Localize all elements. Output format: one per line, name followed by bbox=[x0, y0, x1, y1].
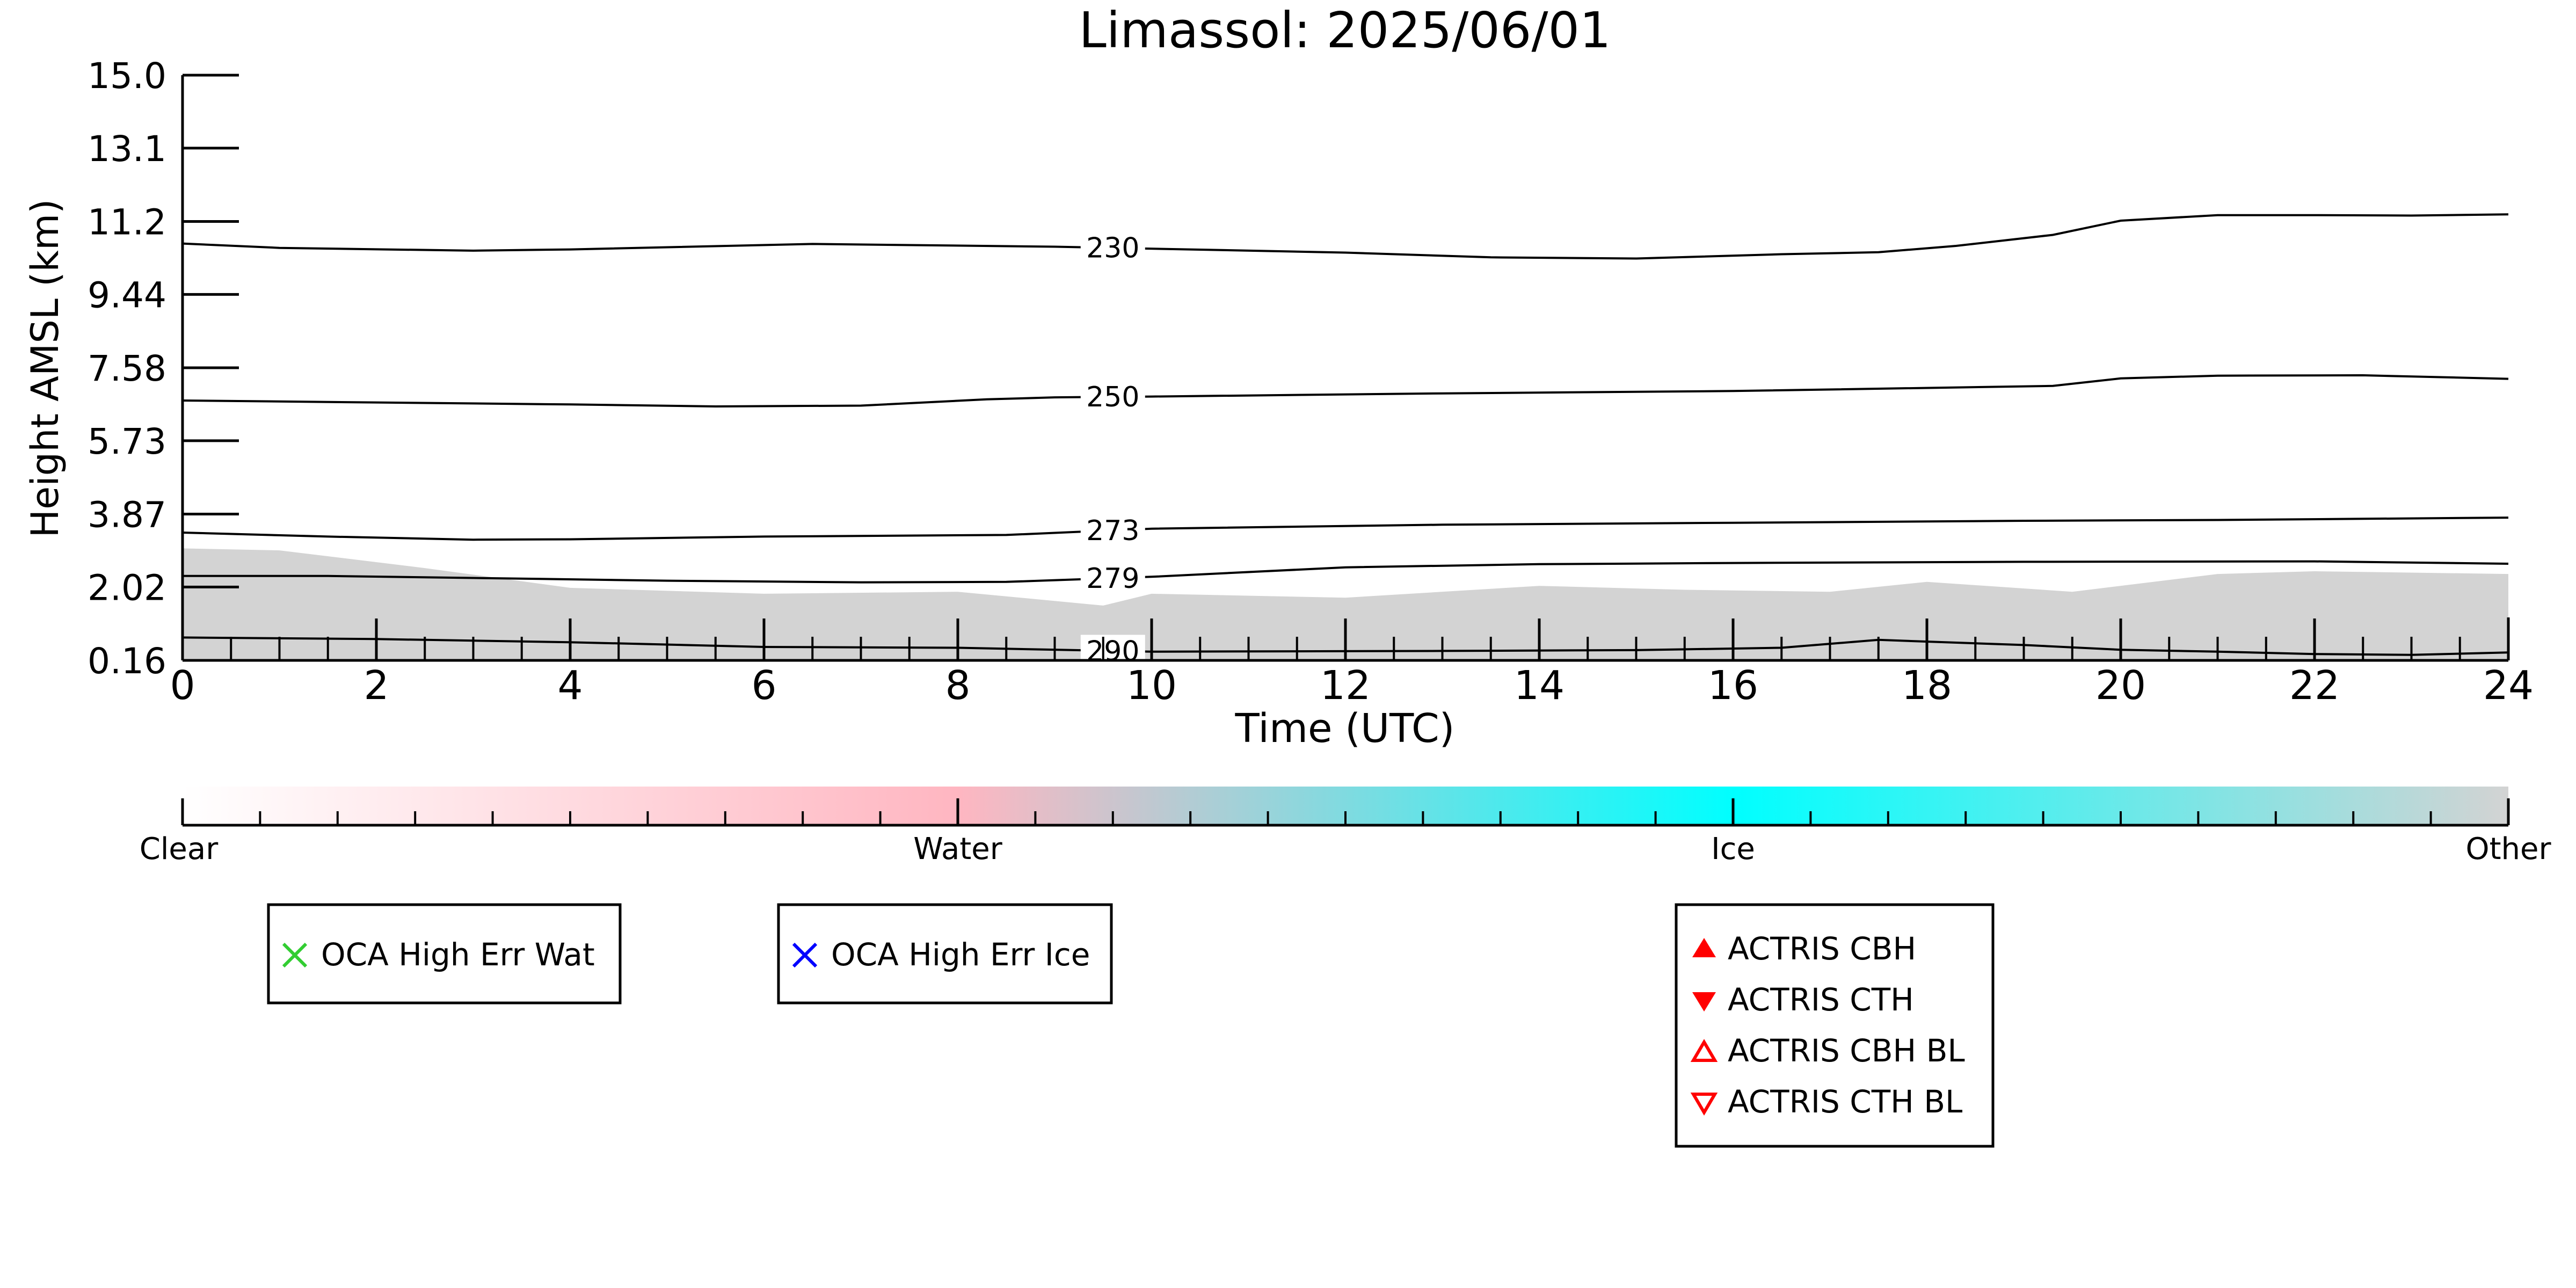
legend-frame bbox=[1675, 903, 1995, 1148]
contour-label-bg bbox=[1080, 381, 1145, 413]
contour-label: 230 bbox=[1086, 232, 1139, 265]
x-tick-label: 22 bbox=[2289, 663, 2340, 709]
y-tick-label: 9.44 bbox=[88, 274, 166, 316]
x-tick-label: 16 bbox=[1708, 663, 1758, 709]
legend-oca-ice: OCA High Err Ice bbox=[777, 903, 1113, 1005]
x-tick-label: 20 bbox=[2095, 663, 2146, 709]
chart-title: Limassol: 2025/06/01 bbox=[1079, 2, 1611, 59]
legend-label: ACTRIS CTH BL bbox=[1728, 1083, 1962, 1120]
colorbar-label-other: Other bbox=[2465, 832, 2551, 867]
colorbar-ticks bbox=[181, 798, 2510, 825]
plot-area: 230 250 273 279 290 bbox=[182, 213, 2509, 667]
axes bbox=[181, 75, 2510, 662]
triangle-up-filled-icon bbox=[1692, 938, 1716, 957]
y-tick-label: 7.58 bbox=[88, 348, 166, 389]
contour-line-279 bbox=[183, 560, 2509, 584]
x-tick-label: 12 bbox=[1320, 663, 1371, 709]
y-tick-label: 3.87 bbox=[88, 494, 166, 536]
contour-line-230 bbox=[182, 213, 2509, 260]
contour-label: 250 bbox=[1086, 381, 1139, 413]
y-tick-label: 5.73 bbox=[88, 421, 166, 462]
y-ticks: 0.16 2.02 3.87 5.73 7.58 9.44 11.2 13.1 15.0 bbox=[88, 55, 239, 682]
x-tick-label: 24 bbox=[2483, 663, 2534, 709]
y-tick-label: 13.1 bbox=[88, 128, 166, 170]
legend-oca-water: OCA High Err Wat bbox=[267, 903, 622, 1005]
contour-label: 273 bbox=[1086, 515, 1139, 547]
x-tick-label: 2 bbox=[363, 663, 389, 709]
legend-label: OCA High Err Wat bbox=[321, 936, 595, 973]
x-tick-label: 6 bbox=[751, 663, 776, 709]
triangle-down-filled-icon bbox=[1692, 992, 1716, 1012]
y-axis-label: Height AMSL (km) bbox=[23, 199, 67, 538]
x-tick-label: 4 bbox=[557, 663, 583, 709]
x-axis-label: Time (UTC) bbox=[1234, 705, 1454, 752]
contour-line-250 bbox=[182, 374, 2509, 408]
green-x-marker-icon bbox=[282, 942, 308, 968]
contour-label-bg bbox=[1080, 231, 1145, 264]
y-tick-label: 2.02 bbox=[88, 567, 166, 608]
legend-label: OCA High Err Ice bbox=[831, 936, 1090, 973]
x-tick-label: 14 bbox=[1514, 663, 1564, 709]
legend-actris: ACTRIS CBH ACTRIS CTH ACTRIS CBH BL ACTR… bbox=[1675, 903, 1995, 1148]
x-tick-label: 0 bbox=[170, 663, 195, 709]
legend-label: ACTRIS CBH BL bbox=[1728, 1032, 1965, 1069]
contour-label-bg bbox=[1080, 562, 1145, 594]
x-tick-label: 10 bbox=[1126, 663, 1177, 709]
colorbar: Clear Water Ice Other bbox=[140, 787, 2551, 867]
contour-line-273 bbox=[182, 516, 2509, 541]
contour-label: 279 bbox=[1086, 563, 1139, 595]
contour-label-bg bbox=[1080, 514, 1145, 547]
x-tick-label: 8 bbox=[945, 663, 970, 709]
y-tick-label: 15.0 bbox=[88, 55, 166, 97]
temperature-contours: 230 250 273 279 290 bbox=[182, 213, 2509, 667]
blue-x-marker-icon bbox=[792, 942, 818, 968]
legend-label: ACTRIS CTH bbox=[1728, 981, 1914, 1018]
contour-label: 290 bbox=[1086, 635, 1139, 667]
x-tick-label: 18 bbox=[1902, 663, 1952, 709]
x-ticks: 0 2 4 6 8 10 12 14 16 18 20 22 24 bbox=[170, 618, 2534, 709]
y-tick-label: 11.2 bbox=[88, 202, 166, 243]
triangle-up-open-icon bbox=[1690, 1039, 1718, 1062]
legend-frame bbox=[777, 903, 1113, 1005]
triangle-down-open-icon bbox=[1690, 1093, 1718, 1116]
colorbar-label-clear: Clear bbox=[140, 832, 219, 867]
legend-label: ACTRIS CBH bbox=[1728, 930, 1916, 967]
colorbar-label-ice: Ice bbox=[1711, 832, 1755, 867]
y-tick-label: 0.16 bbox=[88, 641, 166, 682]
colorbar-label-water: Water bbox=[913, 832, 1003, 867]
legend-frame bbox=[267, 903, 622, 1005]
